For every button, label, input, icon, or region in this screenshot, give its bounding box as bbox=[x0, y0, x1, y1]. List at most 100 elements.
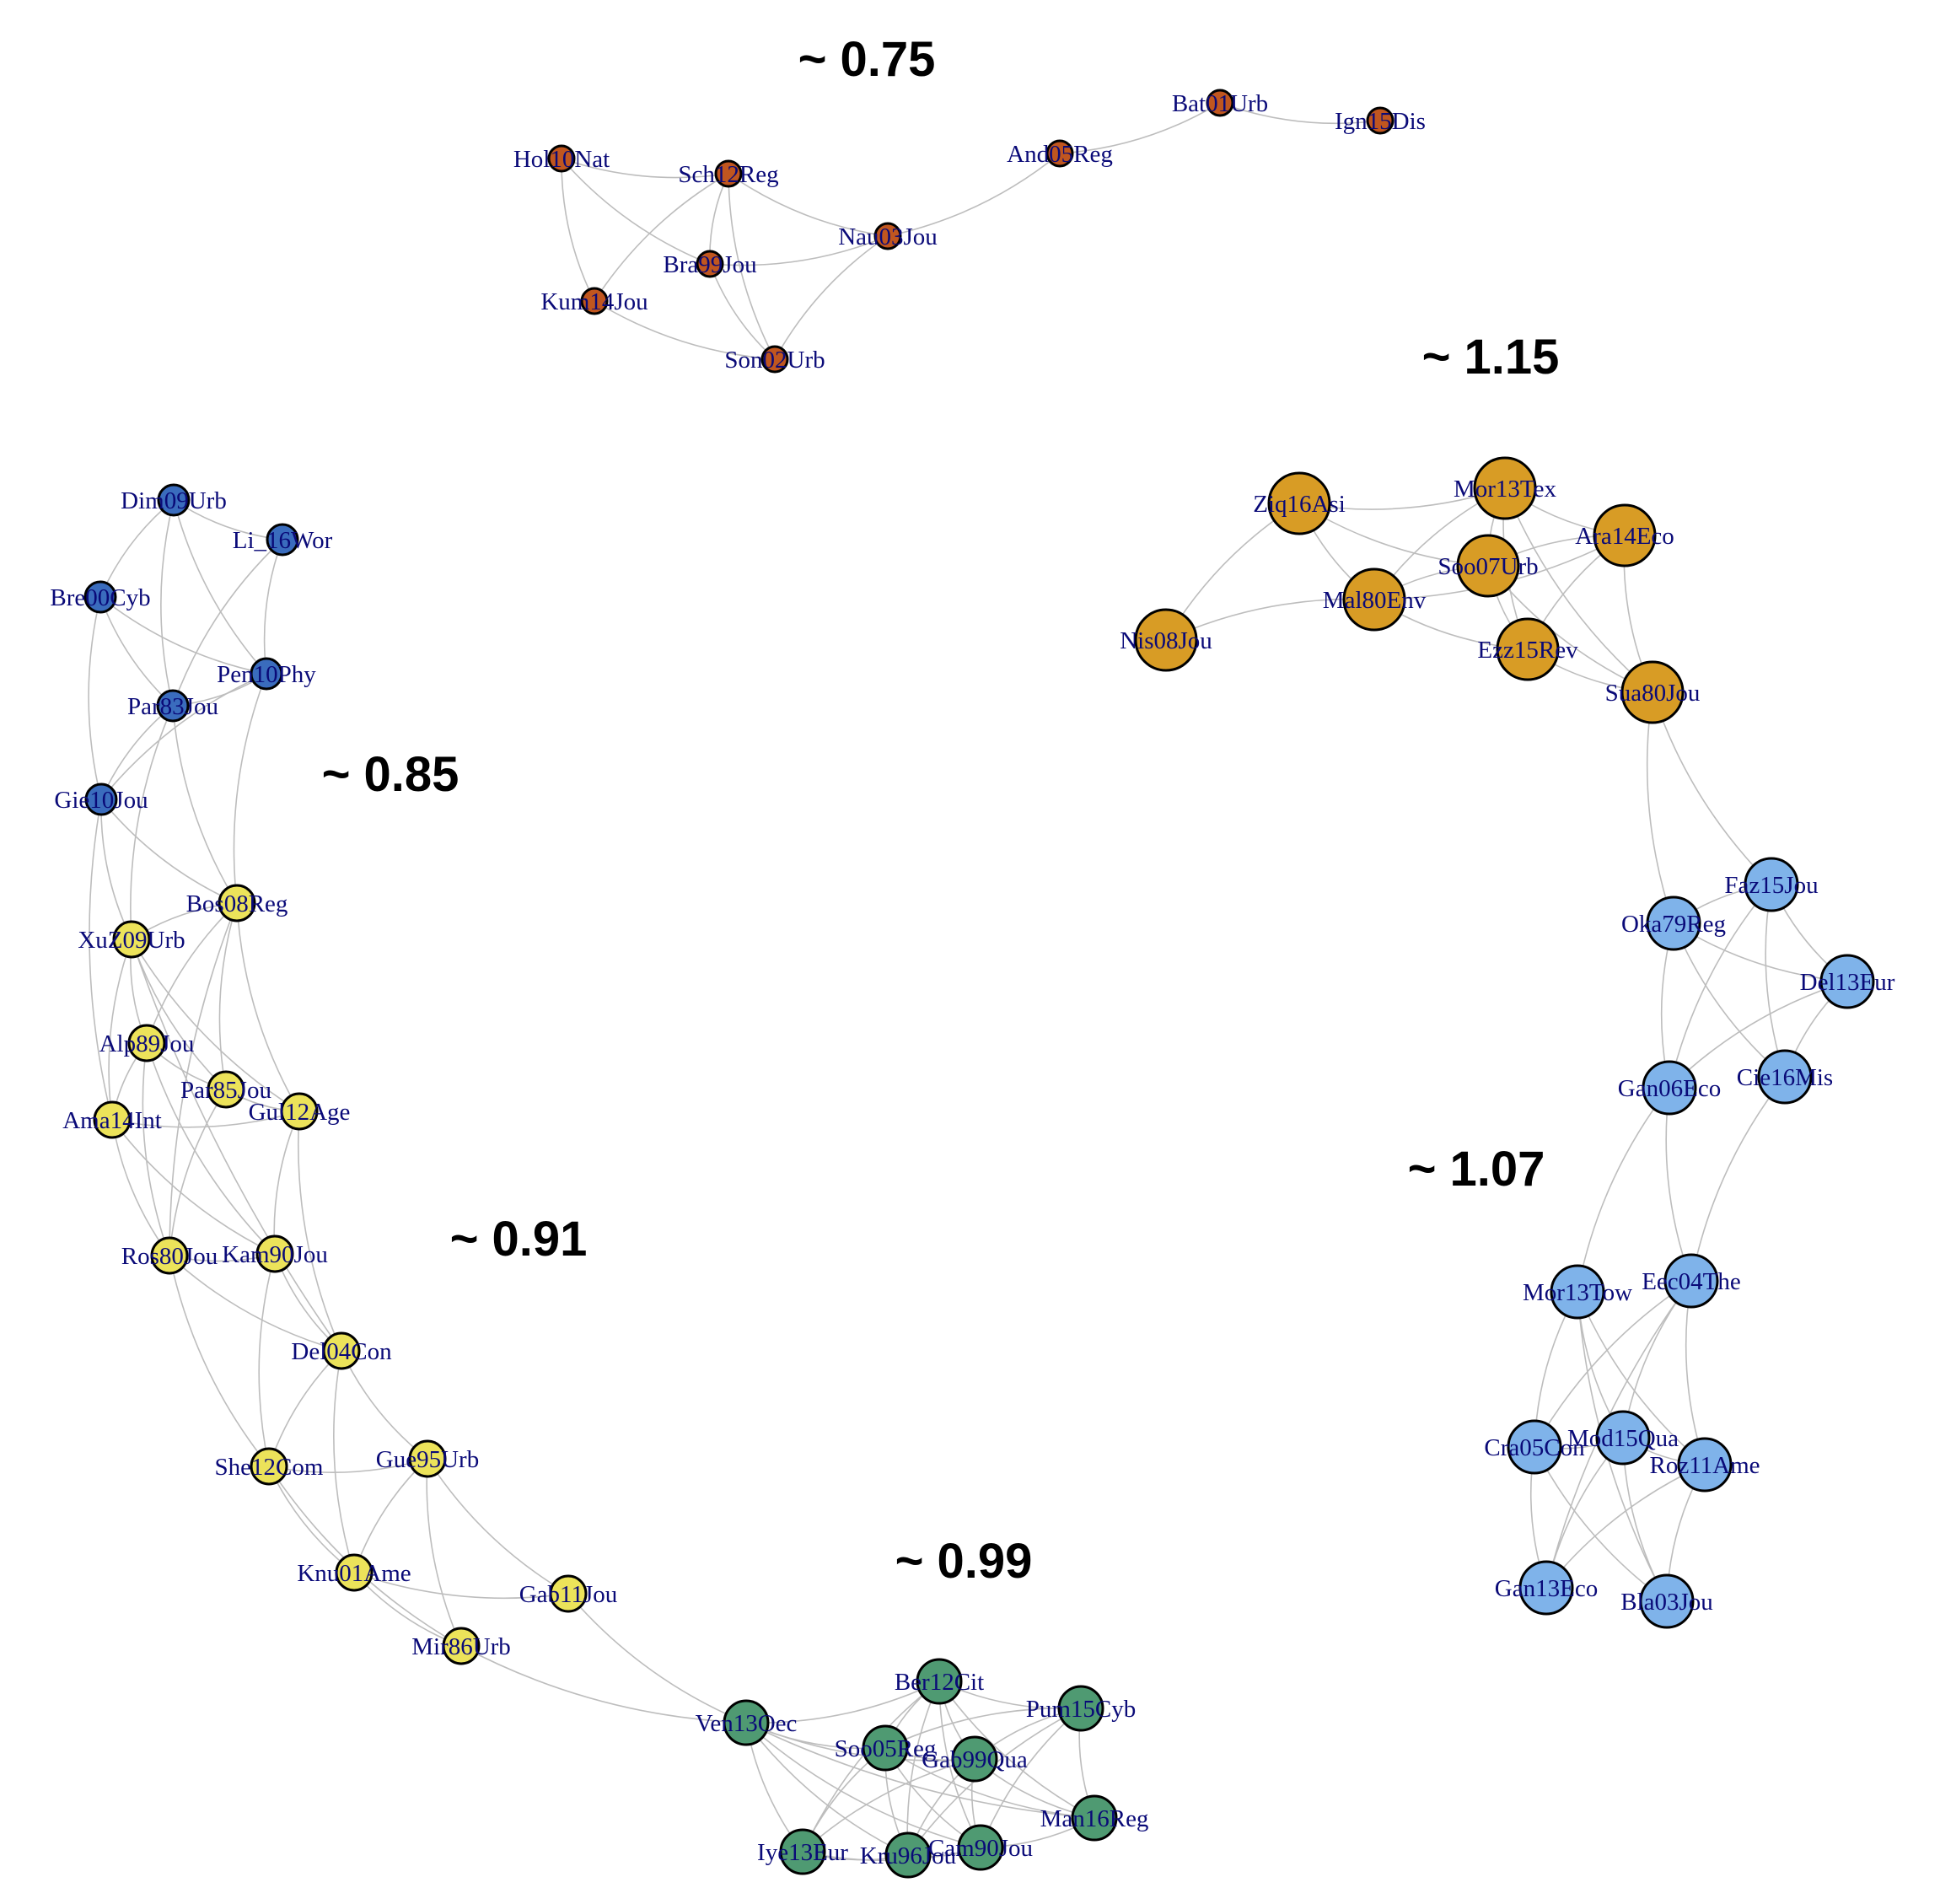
node-label-Nau03Jou: Nau03Jou bbox=[838, 223, 938, 250]
node-Li_16Wor bbox=[266, 523, 299, 557]
node-label-Roz11Ame: Roz11Ame bbox=[1649, 1452, 1760, 1479]
cluster-label-c099: ~ 0.99 bbox=[895, 1534, 1033, 1589]
edge-Dim09Urb-Pen10Phy bbox=[173, 499, 267, 675]
node-Nis08Jou bbox=[1134, 608, 1198, 672]
edge-Ven13Oec-Ber12Cit bbox=[745, 1681, 940, 1724]
edge-Li_16Wor-Par83Jou bbox=[172, 539, 283, 707]
node-Cie16Mis bbox=[1757, 1049, 1813, 1105]
node-Ign15Dis bbox=[1366, 106, 1395, 135]
edge-Bra99Jou-Nau03Jou bbox=[709, 235, 889, 266]
node-Del13Eur bbox=[1819, 954, 1875, 1009]
cluster-label-c107: ~ 1.07 bbox=[1408, 1142, 1545, 1197]
node-label-Gan06Eco: Gan06Eco bbox=[1618, 1075, 1721, 1102]
node-label-Cra05Con: Cra05Con bbox=[1484, 1434, 1585, 1461]
node-label-Gul12Age: Gul12Age bbox=[249, 1099, 351, 1126]
node-label-Knu01Ame: Knu01Ame bbox=[297, 1560, 411, 1587]
node-label-Alp89Jou: Alp89Jou bbox=[99, 1030, 195, 1057]
edge-Ama14Int-Ros80Jou bbox=[111, 1119, 170, 1256]
node-label-Del04Con: Del04Con bbox=[291, 1338, 392, 1365]
edge-She12Com-Mir86Urb bbox=[268, 1466, 462, 1647]
edge-Dim09Urb-Par83Jou bbox=[160, 499, 175, 707]
edge-Sua80Jou-Faz15Jou bbox=[1652, 691, 1772, 885]
edge-Alp89Jou-Ros80Jou bbox=[142, 1042, 170, 1256]
node-label-Oka79Reg: Oka79Reg bbox=[1621, 911, 1726, 938]
edge-Alp89Jou-Kam90Jou bbox=[146, 1042, 276, 1255]
node-Cam90Jou bbox=[957, 1824, 1004, 1871]
edge-Bat01Urb-Ign15Dis bbox=[1219, 102, 1381, 125]
node-label-Ezz15Rev: Ezz15Rev bbox=[1477, 637, 1578, 664]
node-Man16Reg bbox=[1071, 1794, 1118, 1842]
node-Gie10Jou bbox=[84, 783, 118, 816]
node-label-Man16Reg: Man16Reg bbox=[1040, 1805, 1149, 1832]
edge-XuZ09Urb-Del04Con bbox=[131, 939, 342, 1352]
edge-Pen10Phy-Bos08Reg bbox=[233, 673, 267, 904]
edge-Faz15Jou-Cie16Mis bbox=[1765, 884, 1786, 1078]
node-Soo05Reg bbox=[862, 1724, 909, 1772]
node-Mal80Env bbox=[1342, 567, 1406, 632]
edge-Bre00Cyb-Gie10Jou bbox=[88, 596, 102, 800]
edge-Mor13Tex-Sua80Jou bbox=[1504, 487, 1653, 693]
edge-Dim09Urb-Bre00Cyb bbox=[99, 499, 175, 598]
edge-Gie10Jou-Bos08Reg bbox=[100, 799, 238, 904]
node-Bra99Jou bbox=[696, 250, 724, 278]
edge-Pum15Cyb-Soo05Reg bbox=[884, 1707, 1082, 1749]
node-label-Mal80Env: Mal80Env bbox=[1323, 587, 1427, 614]
node-label-Sua80Jou: Sua80Jou bbox=[1605, 680, 1701, 707]
node-label-Cie16Mis: Cie16Mis bbox=[1737, 1064, 1833, 1091]
node-label-Faz15Jou: Faz15Jou bbox=[1724, 872, 1818, 899]
node-label-Ros80Jou: Ros80Jou bbox=[121, 1243, 218, 1270]
node-Iye13Eur bbox=[779, 1828, 826, 1875]
node-Hol10Nat bbox=[547, 144, 576, 173]
cluster-label-c091: ~ 0.91 bbox=[450, 1212, 588, 1267]
edge-Gab99Qua-Iye13Eur bbox=[802, 1758, 975, 1853]
edge-Del04Con-Gue95Urb bbox=[341, 1350, 428, 1460]
node-label-layer: Hol10Nat Sch12Reg Bra99Jou Kum14Jou Son02Urb… bbox=[50, 90, 1894, 1869]
node-label-Mir86Urb: Mir86Urb bbox=[411, 1633, 511, 1660]
node-Kam90Jou bbox=[255, 1234, 294, 1273]
node-label-Mor13Tex: Mor13Tex bbox=[1454, 476, 1557, 503]
node-label-Hol10Nat: Hol10Nat bbox=[513, 146, 610, 173]
node-Gue95Urb bbox=[408, 1439, 447, 1478]
edge-Gan06Eco-Mor13Tow bbox=[1577, 1087, 1670, 1293]
edge-Gul12Age-Kam90Jou bbox=[273, 1111, 300, 1255]
node-label-Iye13Eur: Iye13Eur bbox=[757, 1839, 848, 1866]
edge-Ven13Oec-Kru96Jou bbox=[745, 1722, 909, 1856]
edge-Par83Jou-Bos08Reg bbox=[172, 705, 238, 904]
node-Bat01Urb bbox=[1206, 89, 1234, 117]
edge-Eec04The-Roz11Ame bbox=[1685, 1280, 1706, 1466]
node-Ama14Int bbox=[93, 1100, 132, 1139]
node-Soo07Urb bbox=[1456, 534, 1520, 598]
node-label-And05Reg: And05Reg bbox=[1007, 141, 1113, 168]
node-label-XuZ09Urb: XuZ09Urb bbox=[78, 927, 185, 954]
node-Del04Con bbox=[322, 1331, 361, 1370]
edge-Sua80Jou-Oka79Reg bbox=[1646, 691, 1674, 924]
edge-Bos08Reg-Gul12Age bbox=[236, 902, 300, 1112]
edge-Cie16Mis-Eec04The bbox=[1690, 1076, 1786, 1282]
node-Eec04The bbox=[1663, 1253, 1719, 1309]
node-Faz15Jou bbox=[1744, 857, 1799, 912]
node-label-Pum15Cyb: Pum15Cyb bbox=[1026, 1696, 1137, 1723]
edge-XuZ09Urb-Gul12Age bbox=[131, 939, 300, 1112]
edge-Hol10Nat-Kum14Jou bbox=[561, 158, 595, 302]
edge-Ama14Int-Gul12Age bbox=[111, 1111, 300, 1128]
edge-Par85Jou-Ros80Jou bbox=[169, 1089, 227, 1256]
cluster-label-c085: ~ 0.85 bbox=[322, 747, 459, 802]
edge-Knu01Ame-Gab11Jou bbox=[353, 1572, 569, 1600]
edge-Gan06Eco-Eec04The bbox=[1665, 1087, 1692, 1282]
edge-Gul12Age-Del04Con bbox=[298, 1111, 342, 1352]
node-She12Com bbox=[250, 1447, 288, 1486]
node-label-Mor13Tow: Mor13Tow bbox=[1523, 1279, 1632, 1306]
node-XuZ09Urb bbox=[112, 920, 151, 959]
node-label-Bos08Reg: Bos08Reg bbox=[186, 890, 288, 917]
node-label-Del13Eur: Del13Eur bbox=[1800, 969, 1895, 996]
node-Roz11Ame bbox=[1677, 1437, 1733, 1493]
node-Ber12Cit bbox=[916, 1658, 963, 1705]
node-Ara14Eco bbox=[1593, 503, 1657, 567]
edge-XuZ09Urb-Ama14Int bbox=[108, 939, 132, 1121]
node-Kru96Jou bbox=[884, 1831, 932, 1879]
node-label-Soo05Reg: Soo05Reg bbox=[835, 1735, 937, 1762]
edge-Sch12Reg-Kum14Jou bbox=[594, 173, 729, 302]
node-label-Ign15Dis: Ign15Dis bbox=[1335, 108, 1426, 135]
node-Knu01Ame bbox=[335, 1553, 373, 1592]
edge-Gue95Urb-Gab11Jou bbox=[427, 1458, 569, 1595]
